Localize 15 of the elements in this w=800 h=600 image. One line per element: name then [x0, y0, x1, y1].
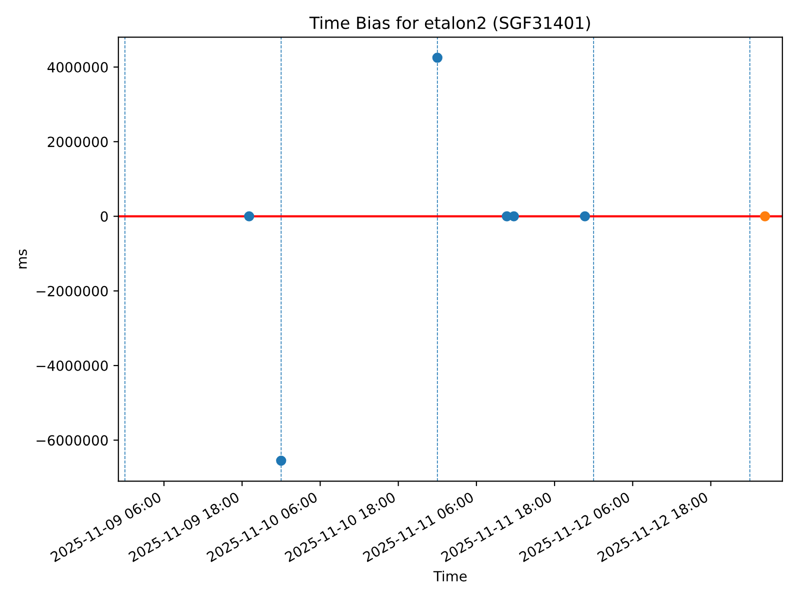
point [760, 211, 770, 222]
y-tick-label: 4000000 [48, 62, 108, 73]
y-tick-label: −2000000 [36, 286, 108, 296]
point [244, 211, 254, 222]
y-tick-label: −4000000 [36, 360, 108, 372]
y-tick-label: 0 [100, 211, 108, 222]
point [508, 211, 519, 222]
y-axis-title: ms [18, 249, 27, 268]
point [580, 211, 590, 222]
y-tick-label: −6000000 [36, 435, 108, 446]
y-tick-label: 2000000 [48, 136, 108, 148]
point [276, 456, 286, 466]
chart-title: Time Bias for etalon2 (SGF31401) [309, 16, 590, 32]
point [432, 52, 442, 63]
x-axis-title: Time [433, 570, 467, 582]
